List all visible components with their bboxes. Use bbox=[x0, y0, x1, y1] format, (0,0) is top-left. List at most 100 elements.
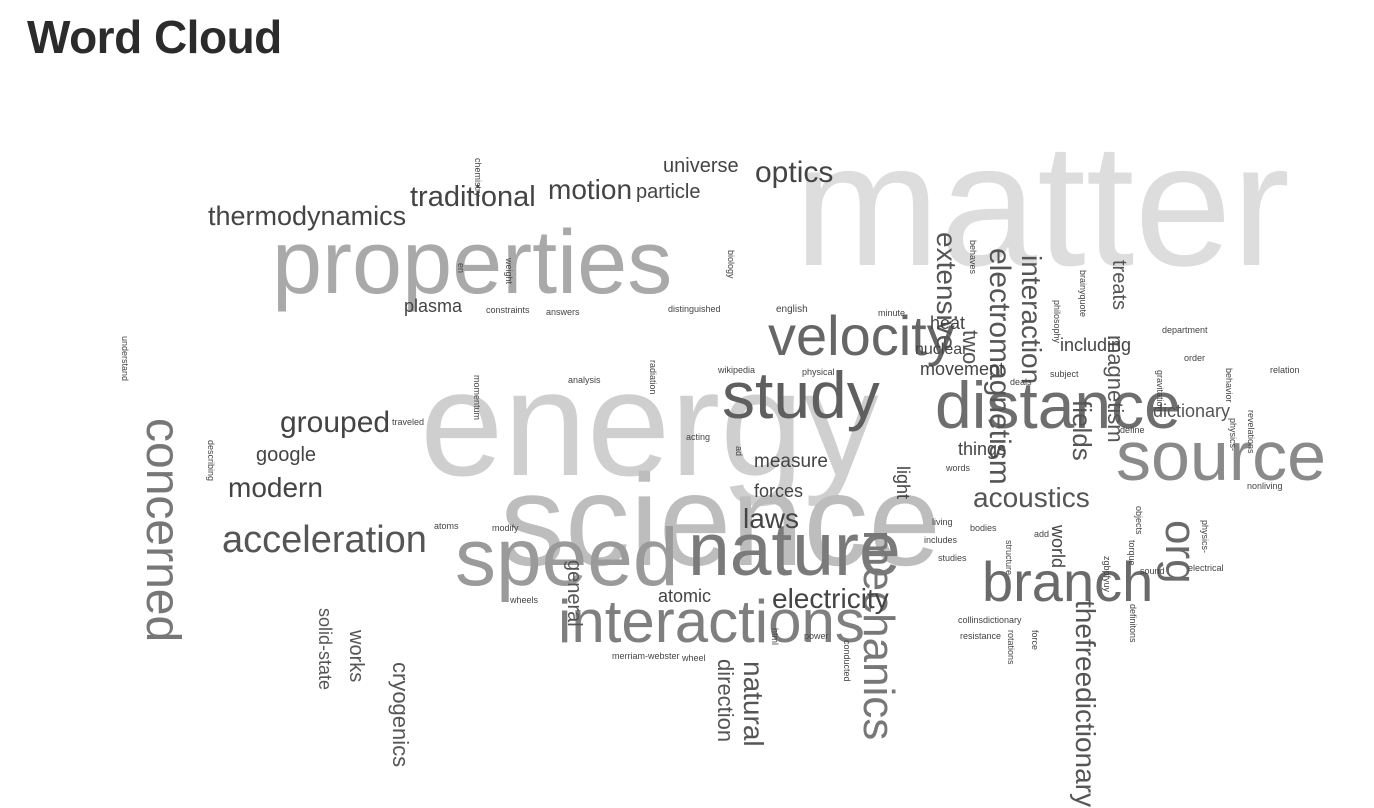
word-physics: physics- bbox=[1227, 418, 1238, 452]
word-html: html bbox=[769, 628, 780, 646]
word-wikipedia: wikipedia bbox=[718, 365, 756, 375]
word-interactions: interactions bbox=[558, 588, 865, 655]
word-en: en bbox=[455, 263, 466, 274]
word-philosophy: philosophy bbox=[1051, 300, 1062, 344]
word-matter: matter bbox=[794, 108, 1290, 303]
word-traveled: traveled bbox=[392, 417, 425, 427]
word-interaction: interaction bbox=[1015, 255, 1047, 385]
word-electrical: electrical bbox=[1188, 563, 1224, 573]
word-force: force bbox=[1029, 630, 1040, 651]
word-thefreedictionary: thefreedictionary bbox=[1069, 600, 1101, 808]
word-optics: optics bbox=[755, 156, 834, 189]
word-studies: studies bbox=[938, 553, 967, 563]
word-velocity: velocity bbox=[768, 304, 955, 367]
word-movement: movement bbox=[920, 359, 1005, 379]
word-nonliving: nonliving bbox=[1247, 481, 1283, 491]
word-chemistry: chemistry bbox=[472, 158, 483, 197]
word-add: add bbox=[1034, 529, 1050, 539]
word-collinsdictionary: collinsdictionary bbox=[958, 615, 1022, 625]
word-acting: acting bbox=[686, 432, 711, 442]
word-answers: answers bbox=[546, 307, 580, 317]
word-traditional: traditional bbox=[410, 181, 536, 213]
word-resistance: resistance bbox=[960, 631, 1002, 641]
word-english: english bbox=[776, 304, 808, 315]
word-world: world bbox=[1048, 525, 1069, 569]
word-behaves: behaves bbox=[967, 240, 978, 275]
word-acceleration: acceleration bbox=[222, 519, 427, 561]
word-includes: includes bbox=[924, 535, 958, 545]
word-physics: physics- bbox=[1199, 520, 1210, 554]
word-objects: objects bbox=[1133, 506, 1144, 535]
word-torque: torque bbox=[1126, 540, 1137, 566]
word-motion: motion bbox=[548, 174, 633, 205]
word-speed: speed bbox=[455, 512, 679, 603]
word-general: general bbox=[563, 560, 585, 627]
word-gravitation: gravitation bbox=[1154, 370, 1165, 412]
word-google: google bbox=[256, 444, 317, 466]
word-source: source bbox=[1116, 417, 1327, 495]
word-biology: biology bbox=[725, 250, 736, 279]
word-measure: measure bbox=[754, 451, 828, 472]
word-structure: structure bbox=[1003, 540, 1014, 576]
word-acoustics: acoustics bbox=[973, 482, 1090, 513]
word-science: science bbox=[500, 447, 941, 593]
word-cryogenics: cryogenics bbox=[387, 662, 413, 768]
word-modify: modify bbox=[492, 523, 519, 533]
word-works: works bbox=[345, 630, 367, 683]
word-definitons: definitons bbox=[1127, 604, 1138, 643]
word-concerned: concerned bbox=[135, 418, 189, 643]
word-treats: treats bbox=[1108, 260, 1130, 311]
word-solid-state: solid-state bbox=[315, 608, 336, 691]
word-describing: describing bbox=[205, 440, 216, 482]
word-grouped: grouped bbox=[280, 406, 391, 439]
word-nature: nature bbox=[688, 507, 901, 591]
word-atoms: atoms bbox=[434, 521, 459, 531]
word-light: light bbox=[893, 466, 914, 500]
word-brainyquote: brainyquote bbox=[1077, 270, 1088, 318]
word-power: power bbox=[804, 631, 829, 641]
word-weight: weight bbox=[503, 258, 514, 285]
word-universe: universe bbox=[663, 155, 739, 177]
word-direction: direction bbox=[712, 659, 738, 743]
word-subject: subject bbox=[1050, 369, 1079, 379]
word-living: living bbox=[932, 517, 953, 527]
word-wheels: wheels bbox=[510, 595, 539, 605]
word-minute: minute bbox=[878, 308, 906, 318]
word-including: including bbox=[1060, 335, 1132, 355]
word-words: words bbox=[946, 463, 971, 473]
word-analysis: analysis bbox=[568, 375, 601, 385]
word-heat: heat bbox=[930, 313, 966, 333]
word-sound: sound bbox=[1140, 566, 1165, 576]
word-behavior: behavior bbox=[1223, 368, 1234, 403]
word-modern: modern bbox=[228, 472, 323, 503]
page-title: Word Cloud bbox=[27, 11, 282, 63]
word-rotations: rotations bbox=[1005, 630, 1016, 665]
word-two: two bbox=[957, 330, 983, 365]
word-plasma: plasma bbox=[404, 296, 463, 316]
word-order: order bbox=[1184, 353, 1206, 363]
word-relation: relation bbox=[1270, 365, 1300, 375]
word-study: study bbox=[722, 358, 880, 432]
word-thermodynamics: thermodynamics bbox=[208, 201, 407, 231]
word-laws: laws bbox=[743, 503, 800, 534]
word-constraints: constraints bbox=[486, 305, 530, 315]
word-revelations: revelations bbox=[1245, 410, 1256, 454]
word-ad: ad bbox=[733, 446, 744, 457]
word-distinguished: distinguished bbox=[668, 304, 721, 314]
word-momentum: momentum bbox=[471, 375, 482, 421]
word-deals: deals bbox=[1010, 377, 1032, 387]
word-properties: properties bbox=[272, 213, 673, 313]
word-natural: natural bbox=[737, 661, 769, 747]
word-dictionary: dictionary bbox=[1153, 401, 1231, 421]
word-particle: particle bbox=[636, 181, 701, 203]
word-conducted: conducted bbox=[841, 640, 852, 682]
word-atomic: atomic bbox=[658, 586, 712, 606]
word-understand: understand bbox=[119, 336, 130, 382]
word-define: define bbox=[1120, 425, 1145, 435]
word-bodies: bodies bbox=[970, 523, 997, 533]
word-zgbpfyuy: zgbpfyuy bbox=[1101, 556, 1112, 593]
word-branch: branch bbox=[982, 550, 1154, 613]
word-nuclear: nuclear bbox=[915, 341, 968, 358]
word-distance: distance bbox=[935, 368, 1181, 442]
